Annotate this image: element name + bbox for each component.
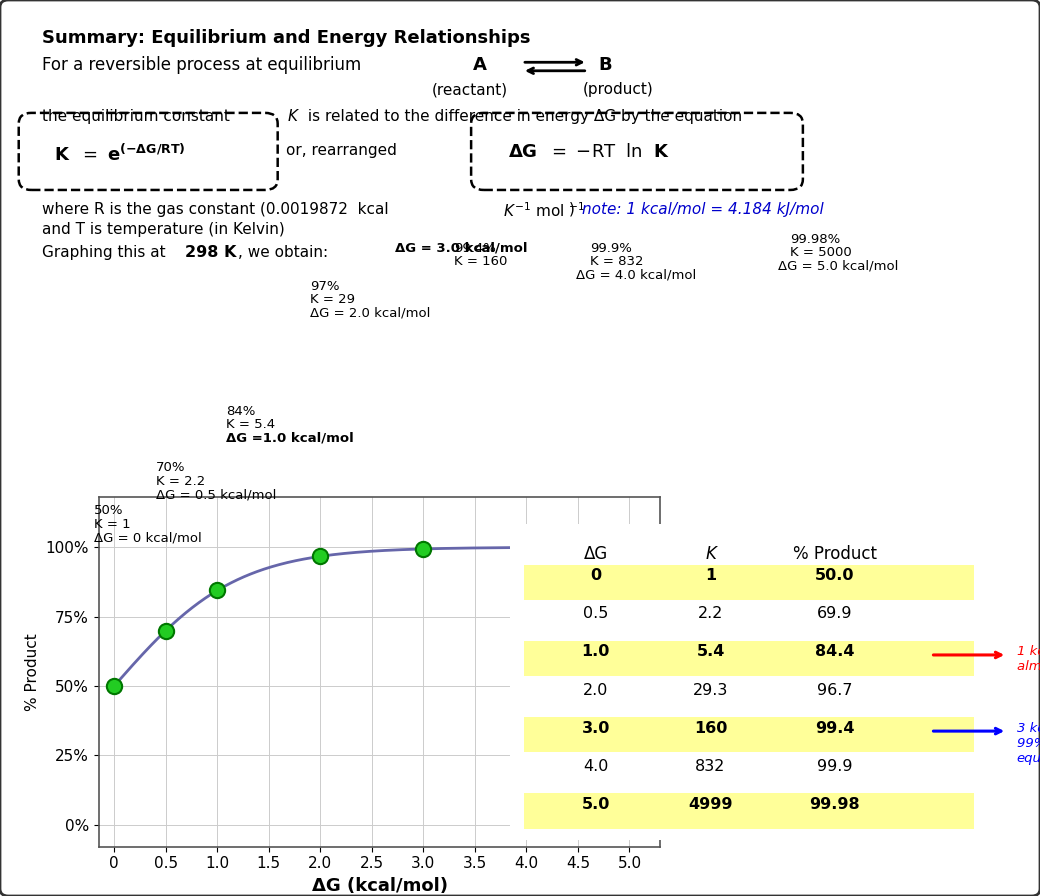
Text: 29.3: 29.3 (693, 683, 728, 697)
Text: 99.98%: 99.98% (790, 233, 840, 246)
Bar (524, 793, 973, 829)
Text: the equilibrium constant: the equilibrium constant (42, 109, 234, 125)
Text: $\mathbf{\Delta G}$  $=$ $-$RT  ln  $\mathbf{K}$: $\mathbf{\Delta G}$ $=$ $-$RT ln $\mathb… (508, 143, 670, 161)
Text: % Product: % Product (792, 545, 877, 563)
Text: K = 5.4: K = 5.4 (226, 418, 275, 432)
Text: ΔG: ΔG (583, 545, 607, 563)
Text: K = 160: K = 160 (454, 255, 508, 269)
Text: $\mathbf{K}$  $=$ $\mathbf{e}^{\mathbf{(-\Delta G/RT)}}$: $\mathbf{K}$ $=$ $\mathbf{e}^{\mathbf{(-… (54, 143, 186, 165)
Text: (reactant): (reactant) (432, 82, 508, 98)
Y-axis label: % Product: % Product (25, 633, 40, 711)
Text: 96.7: 96.7 (817, 683, 853, 697)
Text: Summary: Equilibrium and Energy Relationships: Summary: Equilibrium and Energy Relation… (42, 29, 530, 47)
Text: K: K (288, 109, 298, 125)
Text: 99.9%: 99.9% (590, 242, 631, 255)
Text: 99.4%: 99.4% (454, 242, 496, 255)
Text: K: K (705, 545, 716, 563)
Text: ΔG = 5.0 kcal/mol: ΔG = 5.0 kcal/mol (778, 260, 899, 273)
Text: 5.0: 5.0 (581, 797, 609, 812)
Bar (524, 679, 973, 714)
Bar (524, 564, 973, 600)
Text: For a reversible process at equilibrium: For a reversible process at equilibrium (42, 56, 361, 73)
Text: Graphing this at: Graphing this at (42, 245, 171, 260)
Bar (524, 717, 973, 753)
Text: 160: 160 (694, 720, 727, 736)
Text: 97%: 97% (310, 280, 339, 293)
Text: ΔG = 2.0 kcal/mol: ΔG = 2.0 kcal/mol (310, 306, 431, 320)
FancyBboxPatch shape (504, 521, 993, 843)
Text: 70%: 70% (156, 461, 185, 475)
Text: 832: 832 (696, 759, 726, 773)
Text: 2.0: 2.0 (583, 683, 608, 697)
Text: , we obtain:: , we obtain: (238, 245, 329, 260)
Text: 99.98: 99.98 (809, 797, 860, 812)
Bar (524, 603, 973, 638)
Text: 1: 1 (705, 568, 717, 583)
Bar (524, 641, 973, 676)
Text: 50.0: 50.0 (815, 568, 855, 583)
Text: K = 2.2: K = 2.2 (156, 475, 205, 488)
Text: 4.0: 4.0 (583, 759, 608, 773)
Text: A: A (473, 56, 487, 73)
Text: note: 1 kcal/mol = 4.184 kJ/mol: note: 1 kcal/mol = 4.184 kJ/mol (582, 202, 824, 217)
Text: ΔG =1.0 kcal/mol: ΔG =1.0 kcal/mol (226, 432, 354, 445)
Text: 298 K: 298 K (185, 245, 236, 260)
Text: 2.2: 2.2 (698, 607, 723, 622)
Text: 5.4: 5.4 (697, 644, 725, 659)
Text: 84%: 84% (226, 405, 255, 418)
Text: 4999: 4999 (688, 797, 733, 812)
Text: ): ) (569, 202, 590, 217)
Text: 50%: 50% (94, 504, 123, 518)
Text: K = 832: K = 832 (590, 255, 643, 269)
Text: where R is the gas constant (0.0019872  kcal: where R is the gas constant (0.0019872 k… (42, 202, 398, 217)
Text: ΔG = 0.5 kcal/mol: ΔG = 0.5 kcal/mol (156, 488, 277, 502)
X-axis label: ΔG (kcal/mol): ΔG (kcal/mol) (312, 877, 447, 895)
Text: is related to the difference in energy ΔG by the equation: is related to the difference in energy Δ… (303, 109, 742, 125)
Text: 3.0: 3.0 (581, 720, 609, 736)
Text: K = 29: K = 29 (310, 293, 355, 306)
Text: 1 kcal/mol gives
almost 85% product!: 1 kcal/mol gives almost 85% product! (1017, 645, 1040, 674)
Text: ΔG = 4.0 kcal/mol: ΔG = 4.0 kcal/mol (576, 269, 697, 282)
Text: ΔG = 3.0 kcal/mol: ΔG = 3.0 kcal/mol (395, 242, 527, 255)
Text: ΔG = 0 kcal/mol: ΔG = 0 kcal/mol (94, 531, 202, 545)
Text: K = 5000: K = 5000 (790, 246, 852, 260)
Text: 69.9: 69.9 (817, 607, 853, 622)
Text: (product): (product) (582, 82, 653, 98)
Text: K = 1: K = 1 (94, 518, 130, 531)
Text: 0.5: 0.5 (583, 607, 608, 622)
Text: B: B (598, 56, 612, 73)
Text: or, rearranged: or, rearranged (286, 143, 397, 159)
Text: $K^{-1}$ mol $^{-1}$: $K^{-1}$ mol $^{-1}$ (503, 202, 586, 220)
Text: 1.0: 1.0 (581, 644, 609, 659)
Text: 99.9: 99.9 (817, 759, 853, 773)
Bar (524, 755, 973, 790)
Text: 0: 0 (590, 568, 601, 583)
Text: 3 kcal/mol gives you
99% product at
equilibrium!: 3 kcal/mol gives you 99% product at equi… (1017, 721, 1040, 764)
Text: 99.4: 99.4 (815, 720, 855, 736)
Text: and T is temperature (in Kelvin): and T is temperature (in Kelvin) (42, 222, 284, 237)
Text: 84.4: 84.4 (815, 644, 855, 659)
